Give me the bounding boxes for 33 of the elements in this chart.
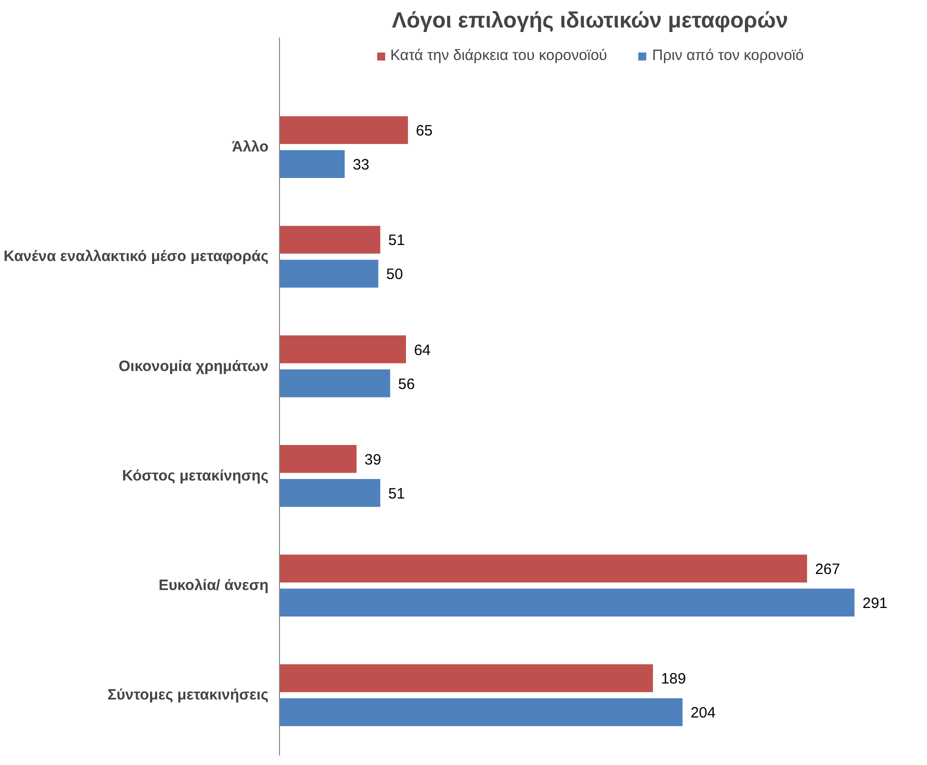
bar xyxy=(280,445,357,473)
y-tick-label: Κόστος μετακίνησης xyxy=(122,467,269,484)
data-label: 56 xyxy=(398,376,415,393)
data-label: 204 xyxy=(690,704,716,722)
bar xyxy=(280,260,378,288)
data-label: 51 xyxy=(388,232,405,250)
bar xyxy=(280,369,390,398)
legend-label: Πριν από τον κορονοϊό xyxy=(652,47,804,64)
data-label: 189 xyxy=(660,670,686,688)
bar xyxy=(280,554,808,583)
y-tick-label: Κανένα εναλλακτικό μέσο μεταφοράς xyxy=(4,248,269,266)
bar xyxy=(280,335,406,364)
bar xyxy=(280,226,380,254)
data-label: 64 xyxy=(414,342,431,359)
data-label: 50 xyxy=(386,266,403,284)
data-label: 33 xyxy=(352,156,370,174)
data-label: 267 xyxy=(815,561,840,578)
bar xyxy=(280,664,653,692)
bar xyxy=(280,479,380,507)
y-tick-label: Άλλο xyxy=(232,138,269,156)
data-label: 39 xyxy=(364,451,382,468)
data-label: 51 xyxy=(388,485,405,502)
data-label: 291 xyxy=(862,595,888,612)
legend-label: Κατά την διάρκεια του κορονοϊού xyxy=(390,47,608,64)
y-tick-label: Ευκολία/ άνεση xyxy=(158,577,268,594)
bar xyxy=(280,698,683,726)
bar xyxy=(280,116,408,144)
chart-title: Λόγοι επιλογής ιδιωτικών μεταφορών xyxy=(392,8,788,32)
bar xyxy=(280,150,345,178)
y-tick-label: Οικονομία χρημάτων xyxy=(118,358,269,375)
bar xyxy=(280,588,854,617)
y-tick-label: Σύντομες μετακινήσεις xyxy=(108,686,269,704)
data-label: 65 xyxy=(416,122,433,140)
